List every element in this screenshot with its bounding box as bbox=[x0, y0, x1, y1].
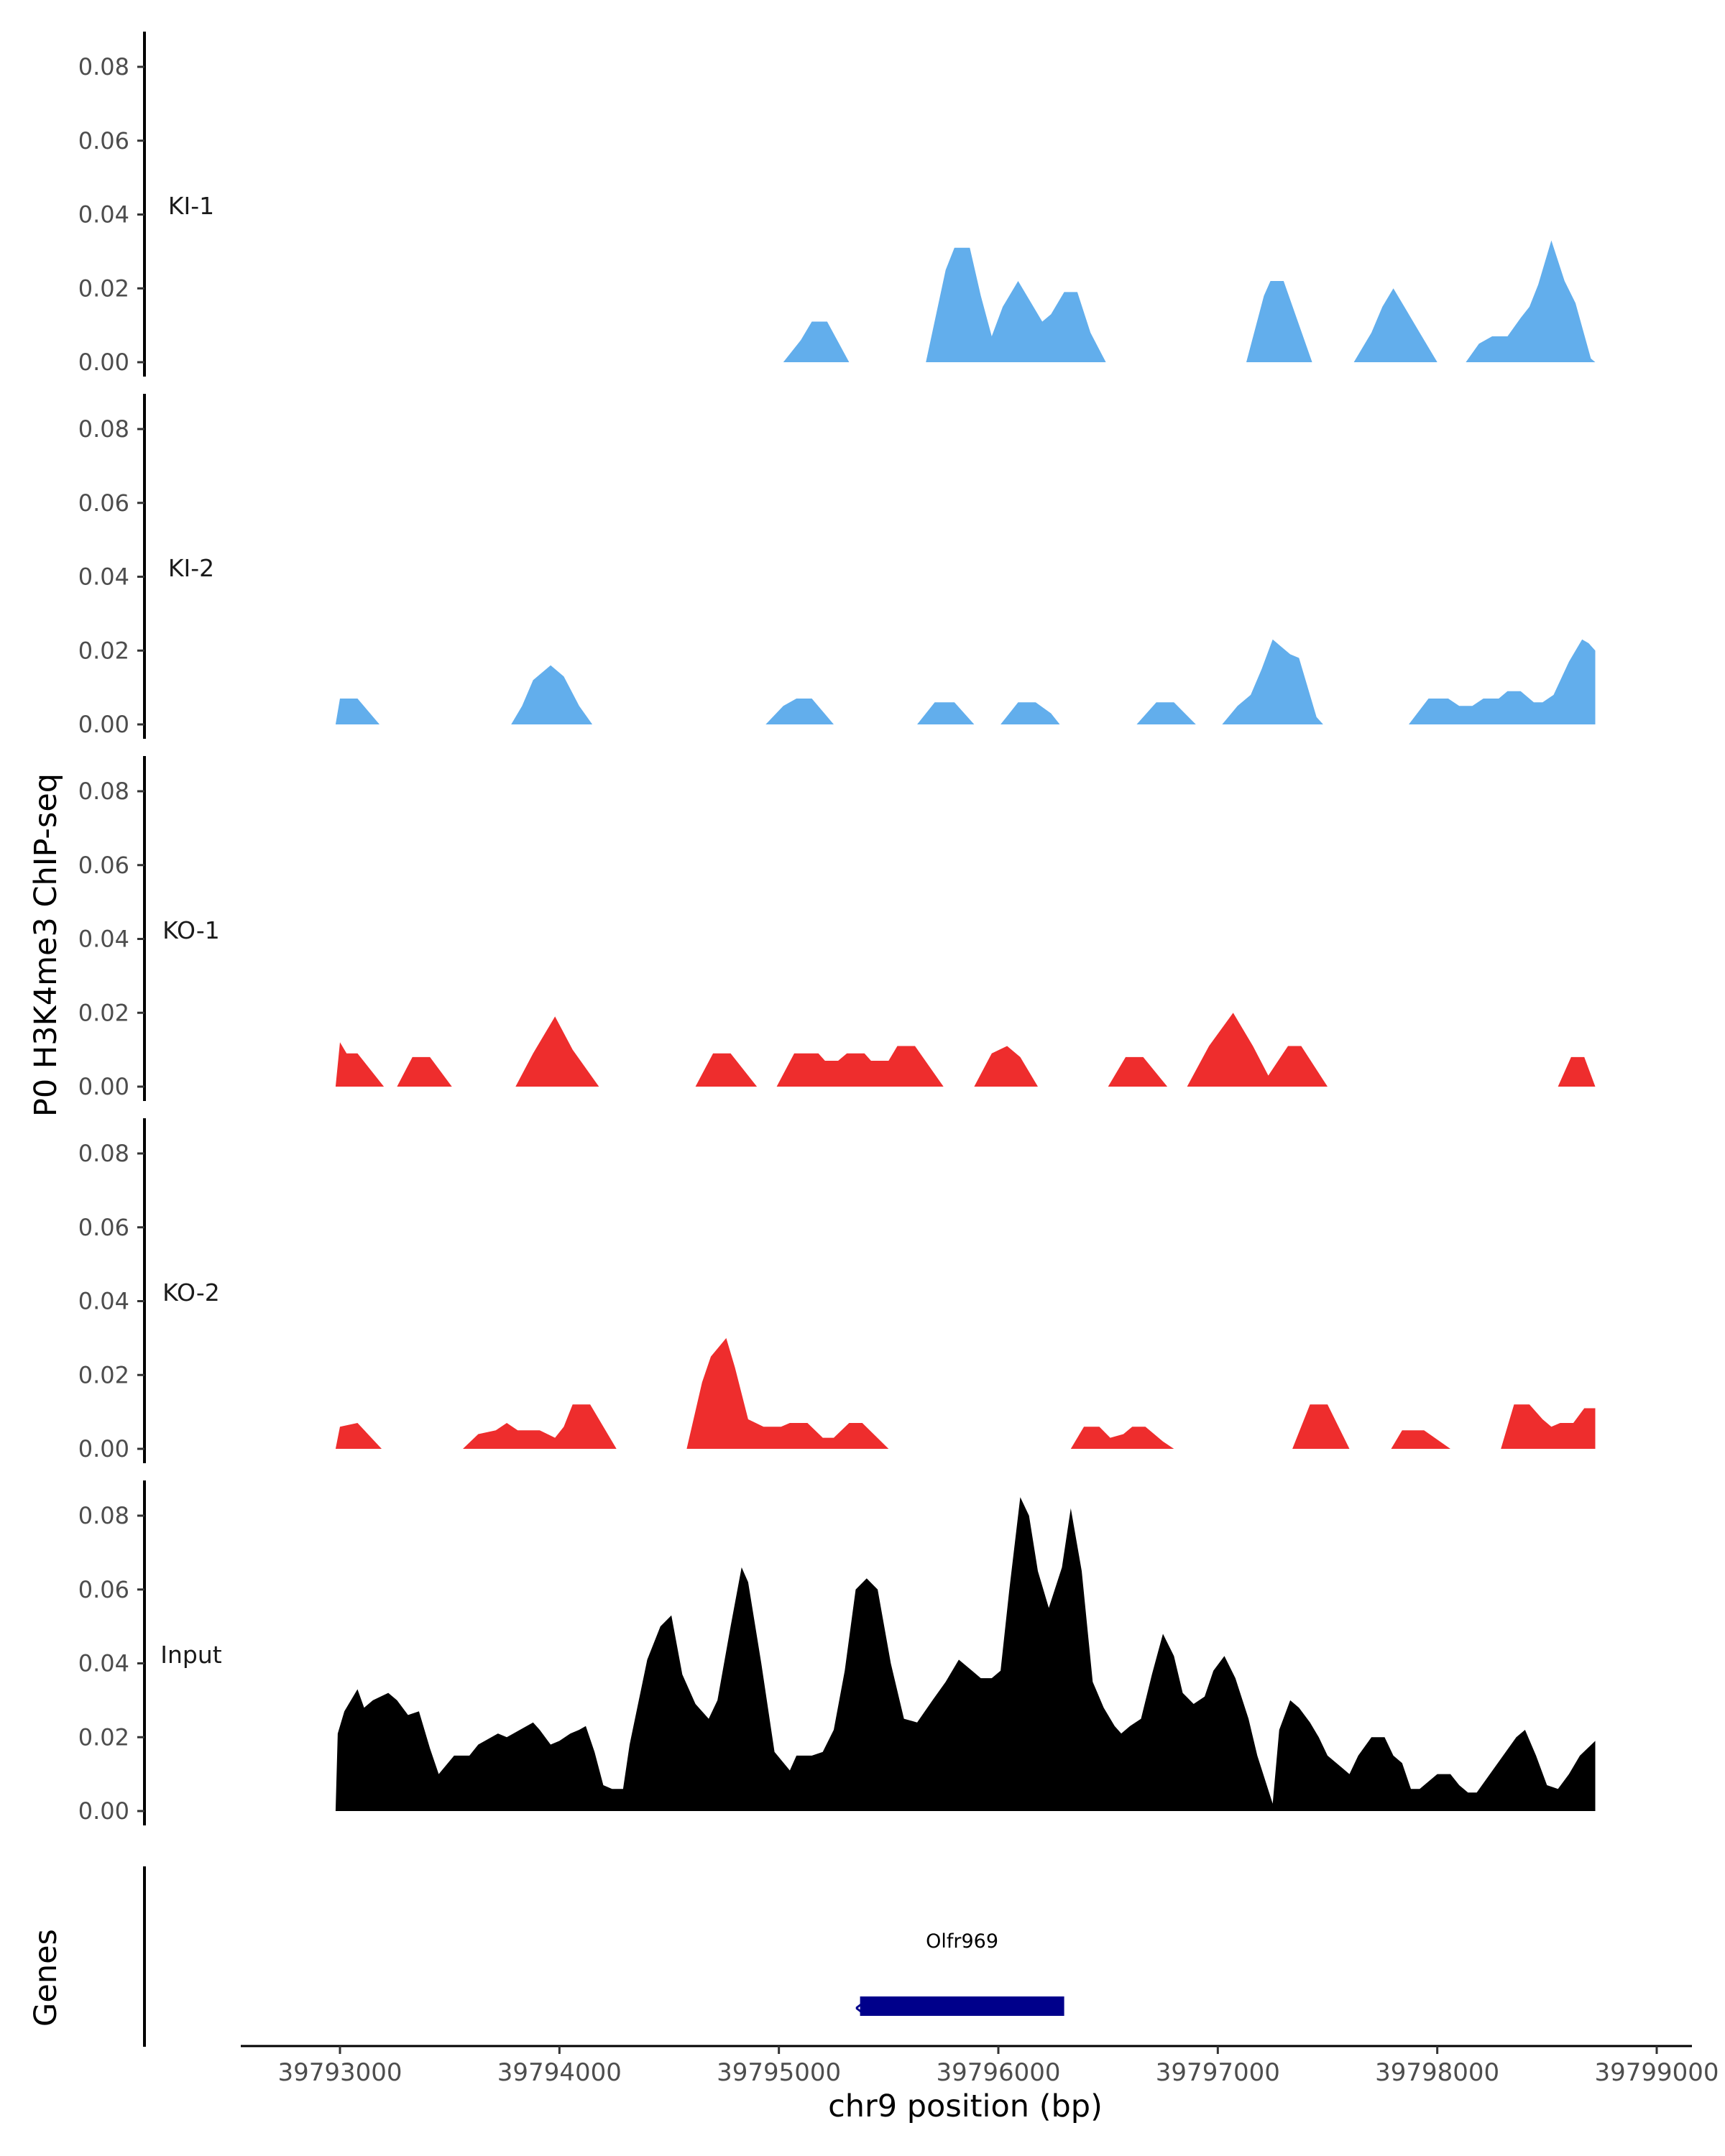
genes-axis-title: Genes bbox=[28, 1929, 64, 2027]
tracks-layer: 0.00 0.02 0.04 0.06 0.08 KI-1 0.00 0.02 0.04 0.06… bbox=[78, 32, 1596, 1825]
y-tick-label: 0.04 bbox=[78, 1650, 129, 1677]
track-ki-1: 0.00 0.02 0.04 0.06 0.08 KI-1 bbox=[78, 32, 1596, 377]
track-ko-1: 0.00 0.02 0.04 0.06 0.08 KO-1 bbox=[78, 756, 1596, 1101]
y-tick-label: 0.00 bbox=[78, 1073, 129, 1100]
y-tick-label: 0.06 bbox=[78, 1214, 129, 1241]
y-tick-label: 0.00 bbox=[78, 1435, 129, 1462]
y-axis-title: P0 H3K4me3 ChIP-seq bbox=[28, 773, 64, 1117]
y-tick-label: 0.02 bbox=[78, 637, 129, 664]
y-tick-label: 0.08 bbox=[78, 1502, 129, 1529]
coverage-area-ki-2 bbox=[335, 639, 1596, 724]
x-tick-label: 39794000 bbox=[497, 2058, 622, 2087]
y-tick-label: 0.02 bbox=[78, 275, 129, 302]
x-tick-label: 39796000 bbox=[936, 2058, 1060, 2087]
coverage-area-ko-1 bbox=[335, 1013, 1596, 1087]
track-ki-2: 0.00 0.02 0.04 0.06 0.08 KI-2 bbox=[78, 394, 1596, 739]
x-tick-label: 39799000 bbox=[1594, 2058, 1719, 2087]
y-tick-label: 0.02 bbox=[78, 1723, 129, 1751]
gene-body[interactable] bbox=[860, 1996, 1064, 2016]
y-tick-label: 0.02 bbox=[78, 1361, 129, 1388]
y-tick-label: 0.00 bbox=[78, 1797, 129, 1825]
x-axis-title: chr9 position (bp) bbox=[828, 2088, 1103, 2124]
y-tick-label: 0.06 bbox=[78, 852, 129, 879]
coverage-area-input bbox=[335, 1497, 1596, 1811]
track-label: KO-2 bbox=[162, 1279, 220, 1307]
y-tick-label: 0.06 bbox=[78, 127, 129, 155]
track-label: KI-2 bbox=[168, 554, 214, 582]
y-tick-label: 0.06 bbox=[78, 489, 129, 517]
y-tick-label: 0.08 bbox=[78, 415, 129, 443]
y-tick-label: 0.04 bbox=[78, 926, 129, 953]
track-label: Input bbox=[160, 1641, 222, 1669]
x-tick-label: 39797000 bbox=[1156, 2058, 1280, 2087]
track-label: KI-1 bbox=[168, 192, 214, 220]
gene-strand-arrow-icon: ‹ bbox=[854, 1995, 862, 2020]
gene-label: Olfr969 bbox=[926, 1930, 998, 1953]
y-tick-label: 0.08 bbox=[78, 1140, 129, 1167]
y-tick-label: 0.04 bbox=[78, 563, 129, 591]
y-tick-label: 0.04 bbox=[78, 201, 129, 229]
y-tick-label: 0.08 bbox=[78, 53, 129, 80]
coverage-area-ki-1 bbox=[783, 240, 1596, 362]
y-tick-label: 0.06 bbox=[78, 1576, 129, 1603]
y-tick-label: 0.00 bbox=[78, 711, 129, 738]
x-tick-label: 39795000 bbox=[717, 2058, 841, 2087]
track-ko-2: 0.00 0.02 0.04 0.06 0.08 KO-2 bbox=[78, 1118, 1596, 1463]
y-tick-label: 0.00 bbox=[78, 349, 129, 376]
y-tick-label: 0.08 bbox=[78, 778, 129, 805]
genes-panel: Olfr969 ‹ bbox=[143, 1866, 1064, 2047]
track-label: KO-1 bbox=[162, 916, 220, 944]
x-axis: 39793000 39794000 39795000 39796000 39797000… bbox=[241, 2045, 1719, 2087]
x-tick-label: 39798000 bbox=[1375, 2058, 1499, 2087]
track-input: 0.00 0.02 0.04 0.06 0.08 Input bbox=[78, 1480, 1596, 1825]
y-tick-label: 0.04 bbox=[78, 1288, 129, 1315]
coverage-area-ko-2 bbox=[335, 1337, 1596, 1449]
y-tick-label: 0.02 bbox=[78, 999, 129, 1026]
x-tick-label: 39793000 bbox=[277, 2058, 402, 2087]
